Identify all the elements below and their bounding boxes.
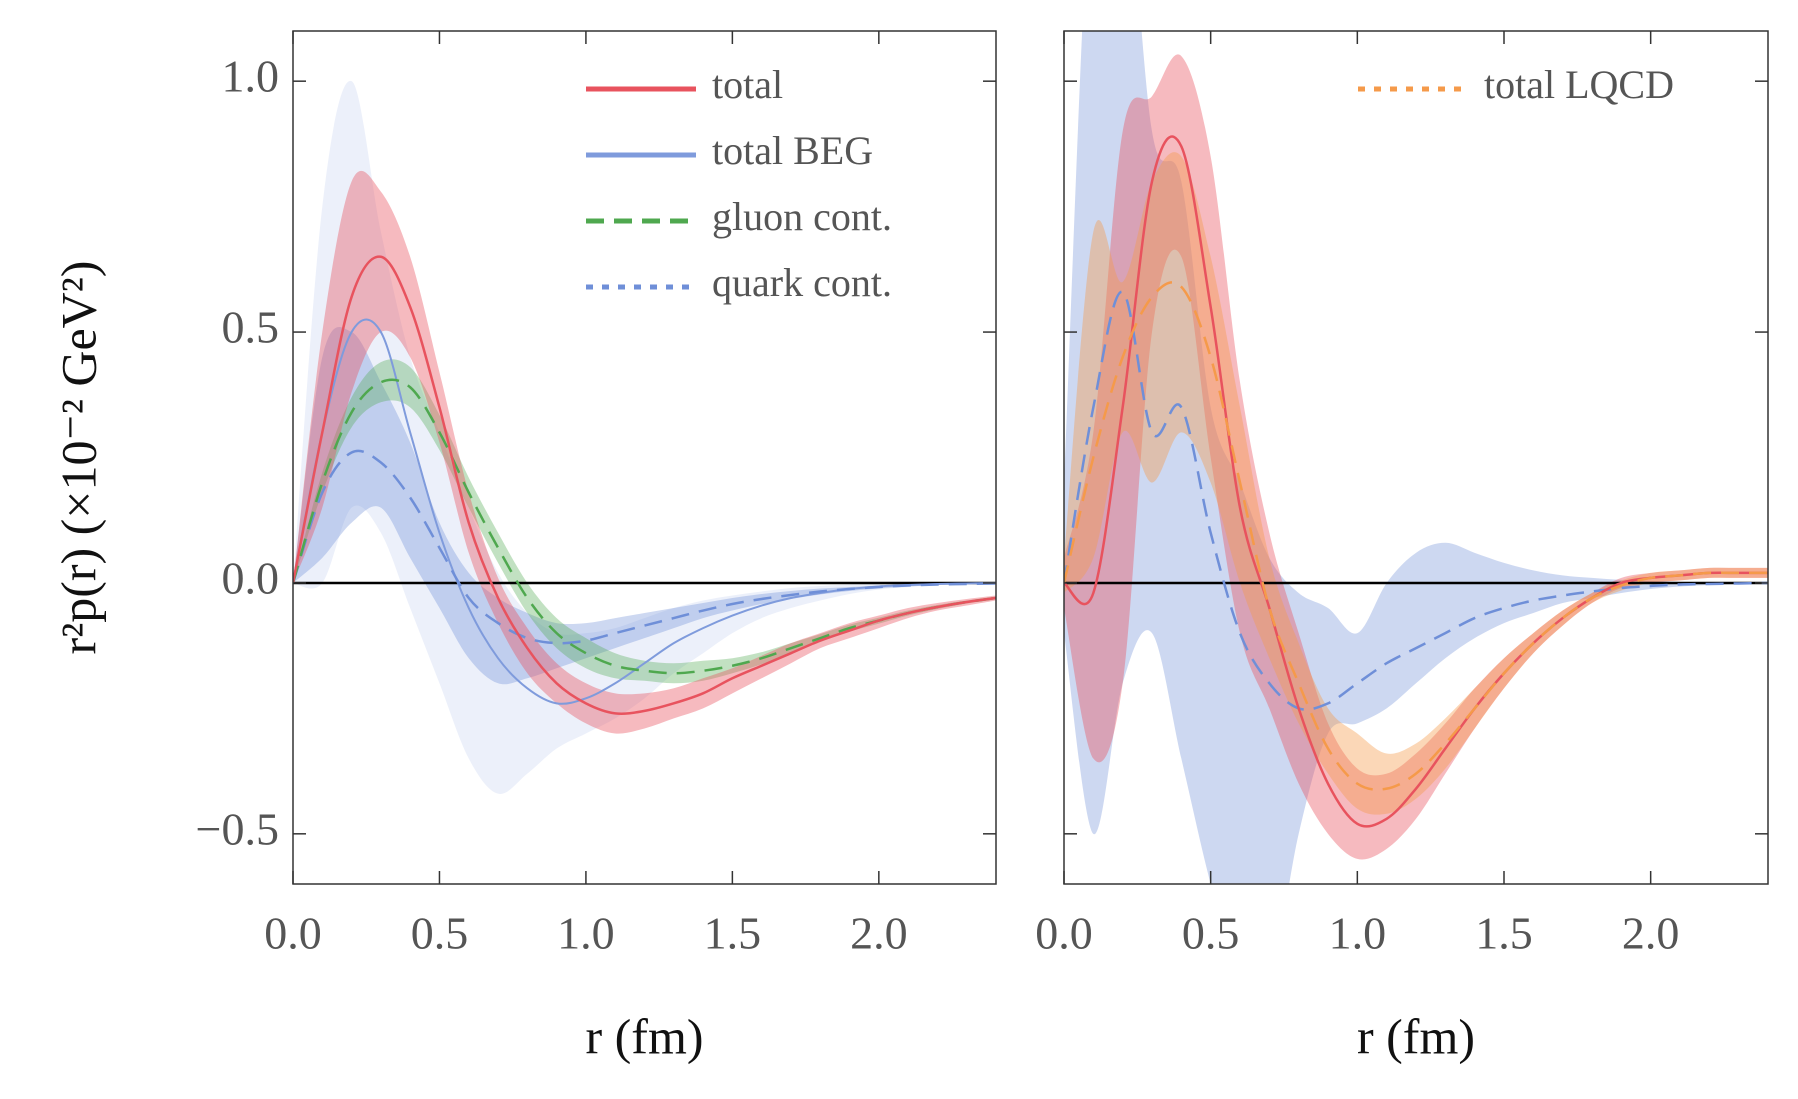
legend-label: quark cont. xyxy=(712,260,892,305)
x-tick-label: 1.5 xyxy=(704,908,762,959)
x-tick-label: 0.0 xyxy=(264,908,322,959)
plot-area xyxy=(293,80,996,794)
error-band xyxy=(1064,31,1768,884)
x-tick-label: 1.0 xyxy=(557,908,615,959)
error-band xyxy=(293,80,996,794)
series-line xyxy=(293,449,996,645)
plot-frame xyxy=(292,30,997,885)
x-axis-label: r (fm) xyxy=(1357,1008,1475,1064)
error-band xyxy=(293,170,996,734)
x-tick-label: 0.0 xyxy=(1035,908,1093,959)
y-tick-label: 0.5 xyxy=(222,302,280,353)
y-tick-label: 0.0 xyxy=(222,553,280,604)
legend-label: total LQCD xyxy=(1484,62,1674,107)
plot-area xyxy=(1064,31,1768,884)
x-tick-label: 1.0 xyxy=(1329,908,1387,959)
x-tick-label: 1.5 xyxy=(1475,908,1533,959)
x-axis-label: r (fm) xyxy=(586,1008,704,1064)
series-line xyxy=(1064,290,1768,711)
legend-label: total xyxy=(712,62,783,107)
series-line xyxy=(293,255,996,716)
plot-frame xyxy=(1063,30,1769,885)
x-tick-label: 2.0 xyxy=(1622,908,1680,959)
y-axis-label: r²p(r) (×10⁻² GeV²) xyxy=(50,261,106,655)
legend-label: total BEG xyxy=(712,128,873,173)
x-tick-label: 2.0 xyxy=(850,908,908,959)
x-tick-label: 0.5 xyxy=(411,908,469,959)
y-tick-label: −0.5 xyxy=(196,803,279,854)
y-tick-label: 1.0 xyxy=(222,51,280,102)
error-band xyxy=(1064,54,1768,860)
x-tick-label: 0.5 xyxy=(1182,908,1240,959)
series-line xyxy=(1064,135,1768,828)
error-band xyxy=(293,359,996,684)
legend-label: gluon cont. xyxy=(712,194,892,239)
series-line xyxy=(1064,281,1768,791)
error-band xyxy=(293,327,996,685)
